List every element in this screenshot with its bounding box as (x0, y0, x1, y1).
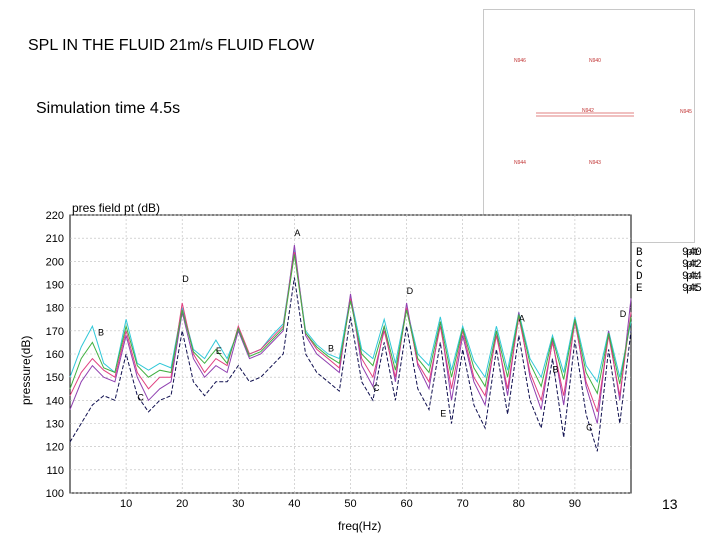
x-tick-label: 50 (344, 498, 356, 510)
series-group (69, 245, 632, 452)
annotation-label: D (620, 309, 627, 319)
y-tick-label: 100 (46, 488, 64, 500)
inset-label: N943 (589, 160, 601, 166)
annotation-group: A A B B B C C C D D D E E (98, 228, 627, 433)
inset-label: N945 (680, 109, 692, 115)
y-tick-label: 180 (46, 303, 64, 315)
grid (70, 214, 631, 494)
y-tick-label: 160 (46, 349, 64, 361)
annotation-label: B (552, 365, 558, 375)
y-axis-label: pressure(dB) (19, 336, 33, 405)
y-tick-label: 190 (46, 280, 64, 292)
y-tick-label: 200 (46, 256, 64, 268)
x-tick-label: 20 (176, 498, 188, 510)
x-tick-label: 60 (400, 498, 412, 510)
x-tick-label: 30 (232, 498, 244, 510)
x-tick-label: 90 (569, 498, 581, 510)
inset-label: N944 (514, 160, 526, 166)
chart-title: pres field pt (dB) (72, 201, 160, 215)
y-tick-label: 150 (46, 372, 64, 384)
tick-labels: 100 110 120 130 140 150 160 170 180 190 200 210 220 1… (46, 210, 581, 510)
x-tick-label: 70 (457, 498, 469, 510)
annotation-label: A (519, 314, 525, 324)
y-tick-label: 140 (46, 395, 64, 407)
x-tick-label: 10 (120, 498, 132, 510)
annotation-label: A (294, 228, 300, 238)
x-tick-label: 80 (513, 498, 525, 510)
annotation-label: B (328, 344, 334, 354)
x-axis-label: freq(Hz) (338, 519, 381, 533)
page-number: 13 (662, 496, 678, 512)
inset-label: N940 (589, 58, 601, 64)
slide-title: SPL IN THE FLUID 21m/s FLUID FLOW (28, 37, 315, 54)
annotation-label: B (98, 327, 104, 337)
x-tick-label: 40 (288, 498, 300, 510)
y-tick-label: 130 (46, 419, 64, 431)
annotation-label: C (137, 392, 144, 402)
series-line (69, 252, 632, 413)
inset-label: N942 (582, 108, 594, 114)
series-line (69, 254, 632, 395)
series-line (69, 245, 632, 424)
y-tick-label: 120 (46, 442, 64, 454)
series-line (69, 277, 632, 452)
simulation-time-label: Simulation time 4.5s (36, 100, 181, 117)
annotation-label: E (440, 409, 446, 419)
annotation-label: C (586, 422, 593, 432)
y-tick-label: 220 (46, 210, 64, 222)
annotation-label: C (373, 383, 380, 393)
mesh-inset-image: N946 N940 N942 N945 N944 N943 (483, 9, 695, 243)
y-tick-label: 110 (46, 465, 64, 477)
annotation-label: E (216, 346, 222, 356)
annotation-label: D (182, 274, 189, 284)
inset-label: N946 (514, 58, 526, 64)
annotation-label: D (407, 286, 414, 296)
y-tick-label: 170 (46, 326, 64, 338)
y-tick-label: 210 (46, 233, 64, 245)
